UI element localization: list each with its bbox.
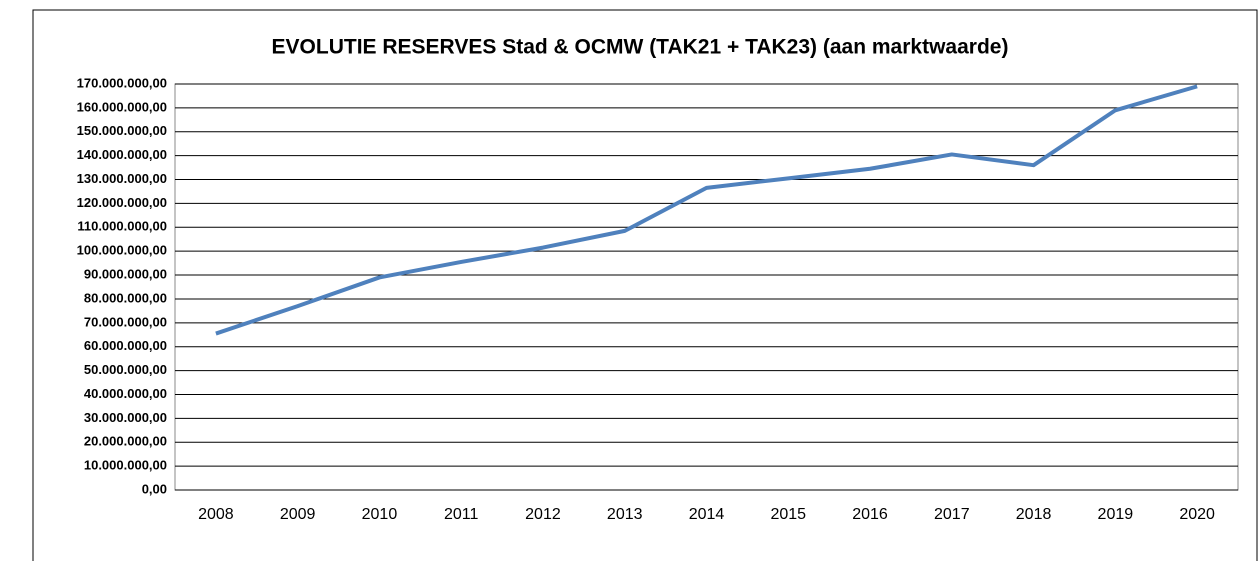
data-line [215, 84, 1198, 336]
x-tick-label: 2019 [1098, 506, 1134, 523]
y-tick-label: 70.000.000,00 [84, 314, 167, 329]
y-tick-label: 60.000.000,00 [84, 338, 167, 353]
x-tick-label: 2020 [1179, 506, 1215, 523]
y-tick-label: 90.000.000,00 [84, 266, 167, 281]
y-tick-label: 30.000.000,00 [84, 410, 167, 425]
x-tick-label: 2018 [1016, 506, 1052, 523]
plot-area [174, 83, 1239, 491]
y-tick-label: 10.000.000,00 [84, 458, 167, 473]
x-tick-label: 2016 [852, 506, 888, 523]
y-tick-label: 100.000.000,00 [77, 243, 167, 258]
x-tick-label: 2012 [525, 506, 561, 523]
y-tick-label: 120.000.000,00 [77, 195, 167, 210]
x-tick-label: 2008 [198, 506, 234, 523]
chart-frame [32, 9, 1258, 561]
y-tick-label: 140.000.000,00 [77, 147, 167, 162]
y-tick-label: 20.000.000,00 [84, 434, 167, 449]
x-tick-label: 2013 [607, 506, 643, 523]
x-tick-label: 2017 [934, 506, 970, 523]
x-tick-label: 2009 [280, 506, 316, 523]
x-tick-label: 2010 [362, 506, 398, 523]
y-tick-label: 40.000.000,00 [84, 386, 167, 401]
y-tick-label: 110.000.000,00 [77, 219, 167, 234]
y-tick-label: 0,00 [142, 481, 167, 496]
y-tick-label: 80.000.000,00 [84, 290, 167, 305]
y-tick-label: 170.000.000,00 [77, 75, 167, 90]
x-tick-label: 2014 [689, 506, 725, 523]
y-tick-label: 50.000.000,00 [84, 362, 167, 377]
x-tick-label: 2011 [444, 506, 479, 523]
y-tick-label: 130.000.000,00 [77, 171, 167, 186]
chart-title: EVOLUTIE RESERVES Stad & OCMW (TAK21 + T… [272, 36, 1009, 59]
x-tick-label: 2015 [770, 506, 806, 523]
y-tick-label: 160.000.000,00 [77, 99, 167, 114]
y-tick-label: 150.000.000,00 [77, 123, 167, 138]
